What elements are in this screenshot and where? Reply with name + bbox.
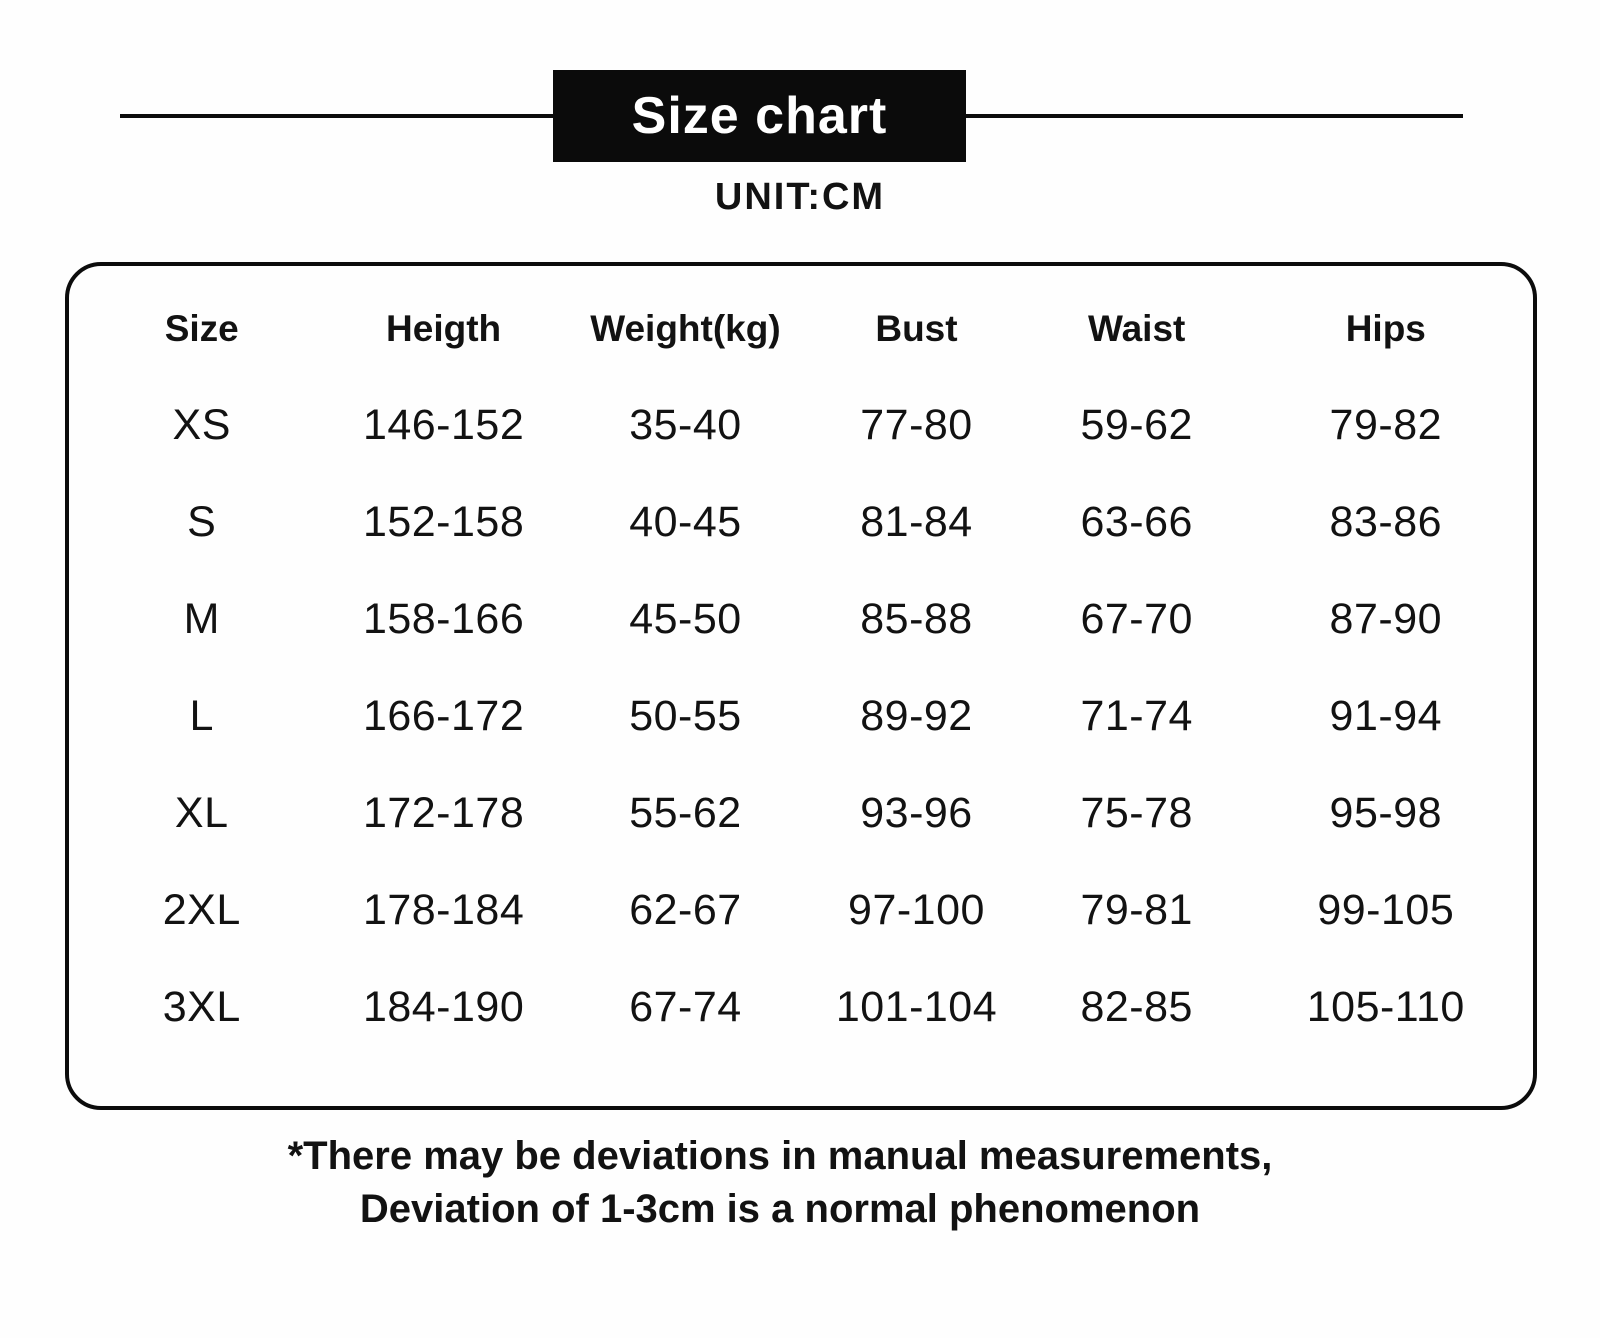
table-row: S 152-158 40-45 81-84 63-66 83-86	[79, 474, 1523, 571]
table-row: 3XL 184-190 67-74 101-104 82-85 105-110	[79, 959, 1523, 1056]
measurement-cell: 40-45	[629, 498, 742, 546]
measurement-cell: 85-88	[860, 595, 973, 643]
measurement-cell: 93-96	[860, 789, 973, 837]
measurement-cell: 62-67	[629, 886, 742, 934]
size-table-body: XS 146-152 35-40 77-80 59-62 79-82 S 152-158 40-…	[79, 377, 1523, 1056]
page-title: Size chart	[631, 87, 888, 145]
column-header: Bust	[875, 307, 958, 349]
size-table: Size Heigth Weight(kg) Bust Waist Hips XS 146-…	[79, 280, 1523, 1056]
table-row: XL 172-178 55-62 93-96 75-78 95-98	[79, 765, 1523, 862]
title-banner: Size chart	[553, 70, 966, 162]
measurement-cell: 67-70	[1080, 595, 1193, 643]
measurement-cell: 63-66	[1080, 498, 1193, 546]
measurement-cell: 59-62	[1080, 401, 1193, 449]
measurement-cell: 71-74	[1080, 692, 1193, 740]
measurement-cell: 95-98	[1329, 789, 1443, 837]
size-table-container: Size Heigth Weight(kg) Bust Waist Hips XS 146-…	[65, 262, 1537, 1110]
header-row: Size Heigth Weight(kg) Bust Waist Hips	[79, 280, 1523, 377]
measurement-cell: 146-152	[362, 401, 525, 449]
footnote-line-1: *There may be deviations in manual measu…	[287, 1134, 1273, 1178]
measurement-cell: 45-50	[629, 595, 742, 643]
size-cell: S	[187, 498, 217, 546]
size-cell: 2XL	[162, 886, 241, 934]
column-header: Waist	[1088, 307, 1186, 349]
size-cell: XL	[174, 789, 229, 837]
measurement-cell: 67-74	[629, 983, 742, 1031]
measurement-cell: 35-40	[629, 401, 742, 449]
table-row: XS 146-152 35-40 77-80 59-62 79-82	[79, 377, 1523, 474]
measurement-cell: 82-85	[1080, 983, 1193, 1031]
measurement-cell: 158-166	[362, 595, 525, 643]
measurement-cell: 87-90	[1329, 595, 1443, 643]
measurement-cell: 75-78	[1080, 789, 1193, 837]
measurement-cell: 50-55	[629, 692, 742, 740]
unit-label: UNIT:CM	[714, 176, 886, 218]
measurement-cell: 99-105	[1317, 886, 1455, 934]
measurement-cell: 83-86	[1329, 498, 1443, 546]
measurement-cell: 89-92	[860, 692, 973, 740]
column-header: Weight(kg)	[590, 307, 781, 349]
measurement-cell: 172-178	[362, 789, 525, 837]
footnote-line-2: Deviation of 1-3cm is a normal phenomeno…	[359, 1187, 1201, 1231]
measurement-cell: 166-172	[362, 692, 525, 740]
size-cell: XS	[172, 401, 231, 449]
column-header: Size	[164, 307, 239, 349]
measurement-cell: 101-104	[835, 983, 998, 1031]
table-row: L 166-172 50-55 89-92 71-74 91-94	[79, 668, 1523, 765]
measurement-cell: 152-158	[362, 498, 525, 546]
measurement-cell: 77-80	[860, 401, 973, 449]
measurement-cell: 79-82	[1329, 401, 1443, 449]
measurement-cell: 55-62	[629, 789, 742, 837]
measurement-cell: 79-81	[1080, 886, 1193, 934]
measurement-cell: 91-94	[1329, 692, 1443, 740]
size-table-head: Size Heigth Weight(kg) Bust Waist Hips	[79, 280, 1523, 377]
column-header: Hips	[1345, 307, 1426, 349]
measurement-cell: 81-84	[860, 498, 973, 546]
footnote: *There may be deviations in manual measu…	[0, 1130, 1560, 1236]
measurement-cell: 105-110	[1306, 983, 1465, 1031]
measurement-cell: 178-184	[362, 886, 525, 934]
table-row: 2XL 178-184 62-67 97-100 79-81 99-105	[79, 862, 1523, 959]
size-cell: L	[189, 692, 214, 740]
column-header: Heigth	[386, 307, 502, 349]
size-cell: 3XL	[162, 983, 241, 1031]
measurement-cell: 184-190	[362, 983, 525, 1031]
measurement-cell: 97-100	[848, 886, 985, 934]
table-row: M 158-166 45-50 85-88 67-70 87-90	[79, 571, 1523, 668]
size-cell: M	[183, 595, 220, 643]
